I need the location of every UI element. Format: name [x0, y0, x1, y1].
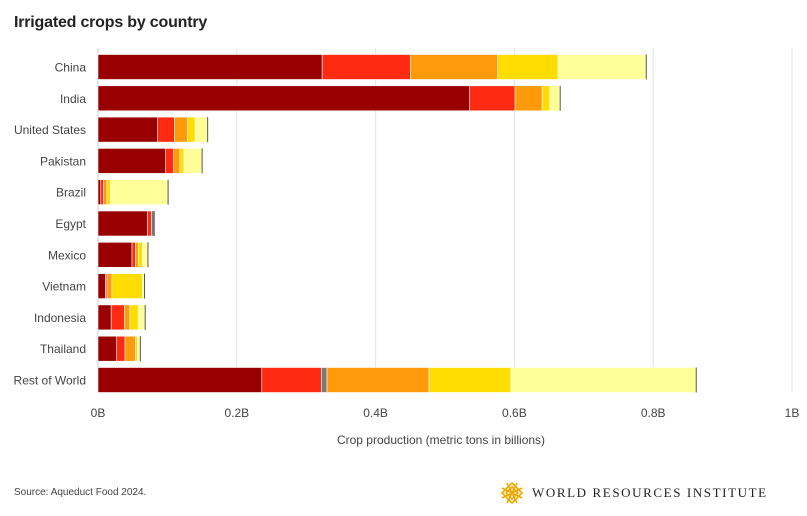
x-tick-label: 0.6B	[502, 406, 527, 420]
category-label: Vietnam	[42, 280, 86, 294]
x-tick-label: 0.2B	[224, 406, 249, 420]
bar-segment	[174, 116, 188, 143]
bar-segment	[137, 242, 143, 268]
category-label: Thailand	[40, 342, 86, 356]
category-label: United States	[14, 123, 86, 137]
category-label: Brazil	[56, 186, 86, 200]
x-tick-label: 0.4B	[363, 406, 388, 420]
bar-segment	[97, 148, 166, 174]
bar-segment	[321, 54, 411, 80]
bar-segment	[124, 304, 131, 331]
bar-segment	[194, 116, 208, 143]
source-note: Source: Aqueduct Food 2024.	[14, 487, 147, 498]
bar-segment	[124, 335, 136, 362]
bar-segment	[106, 273, 113, 299]
category-labels: China India United States Pakistan Brazil Egy…	[14, 61, 87, 388]
chart-title: Irrigated crops by country	[14, 14, 208, 31]
bar-segment	[97, 335, 118, 362]
bar-segment	[111, 273, 143, 299]
category-label: Pakistan	[40, 154, 86, 168]
bar-segment	[131, 242, 136, 268]
bar-segment	[100, 179, 104, 205]
wri-logo-icon	[500, 481, 524, 505]
bar-segment	[110, 304, 125, 331]
category-label: Egypt	[55, 217, 86, 231]
bar-segment	[135, 335, 138, 362]
bar-segment	[183, 148, 203, 174]
bar-segment	[97, 54, 323, 80]
bar-segment	[97, 116, 158, 143]
bar-segment	[187, 116, 196, 143]
bar-segment	[137, 304, 146, 331]
bar-segment	[97, 179, 102, 205]
bar-segment	[321, 367, 328, 393]
bar-segment	[510, 367, 697, 393]
bar-segment	[116, 335, 126, 362]
bar-segment	[514, 85, 543, 112]
bar-segment	[179, 148, 185, 174]
x-tick-labels: 0B 0.2B 0.4B 0.6B 0.8B 1B	[91, 406, 800, 420]
bar-segment	[541, 85, 551, 112]
x-axis-label: Crop production (metric tons in billions…	[337, 433, 545, 447]
bar-segment	[428, 367, 512, 393]
category-label: Mexico	[48, 248, 86, 262]
bar-chart: China India United States Pakistan Brazil Egy…	[14, 48, 800, 447]
bar-segment	[142, 242, 149, 268]
bar-segment	[165, 148, 174, 174]
bar-segment	[106, 179, 111, 205]
bar-segment	[557, 54, 647, 80]
wri-logo-text: WORLD RESOURCES INSTITUTE	[532, 485, 768, 500]
bar-segment	[97, 242, 133, 268]
bar-segment	[261, 367, 322, 393]
category-label: China	[55, 61, 87, 75]
bar-segment	[97, 85, 470, 112]
bar-segment	[110, 179, 169, 205]
bar-segment	[497, 54, 559, 80]
bar-segment	[146, 210, 152, 237]
bar-segment	[157, 116, 175, 143]
bar-segment	[135, 242, 139, 268]
bar-segment	[173, 148, 181, 174]
x-tick-label: 0.8B	[641, 406, 666, 420]
x-tick-label: 0B	[91, 406, 106, 420]
category-label: Rest of World	[14, 374, 86, 388]
bar-segment	[468, 85, 516, 112]
bar-segment	[97, 367, 263, 393]
bar-segment	[129, 304, 139, 331]
bar-segment	[103, 179, 108, 205]
category-label: India	[60, 92, 86, 106]
bar-segment	[549, 85, 561, 112]
wri-logo: WORLD RESOURCES INSTITUTE	[500, 480, 768, 506]
bars	[97, 54, 697, 393]
bar-segment	[97, 304, 112, 331]
bar-segment	[97, 273, 106, 299]
bar-segment	[326, 367, 430, 393]
bar-segment	[409, 54, 499, 80]
category-label: Indonesia	[34, 311, 86, 325]
x-tick-label: 1B	[785, 406, 800, 420]
bar-segment	[97, 210, 148, 237]
